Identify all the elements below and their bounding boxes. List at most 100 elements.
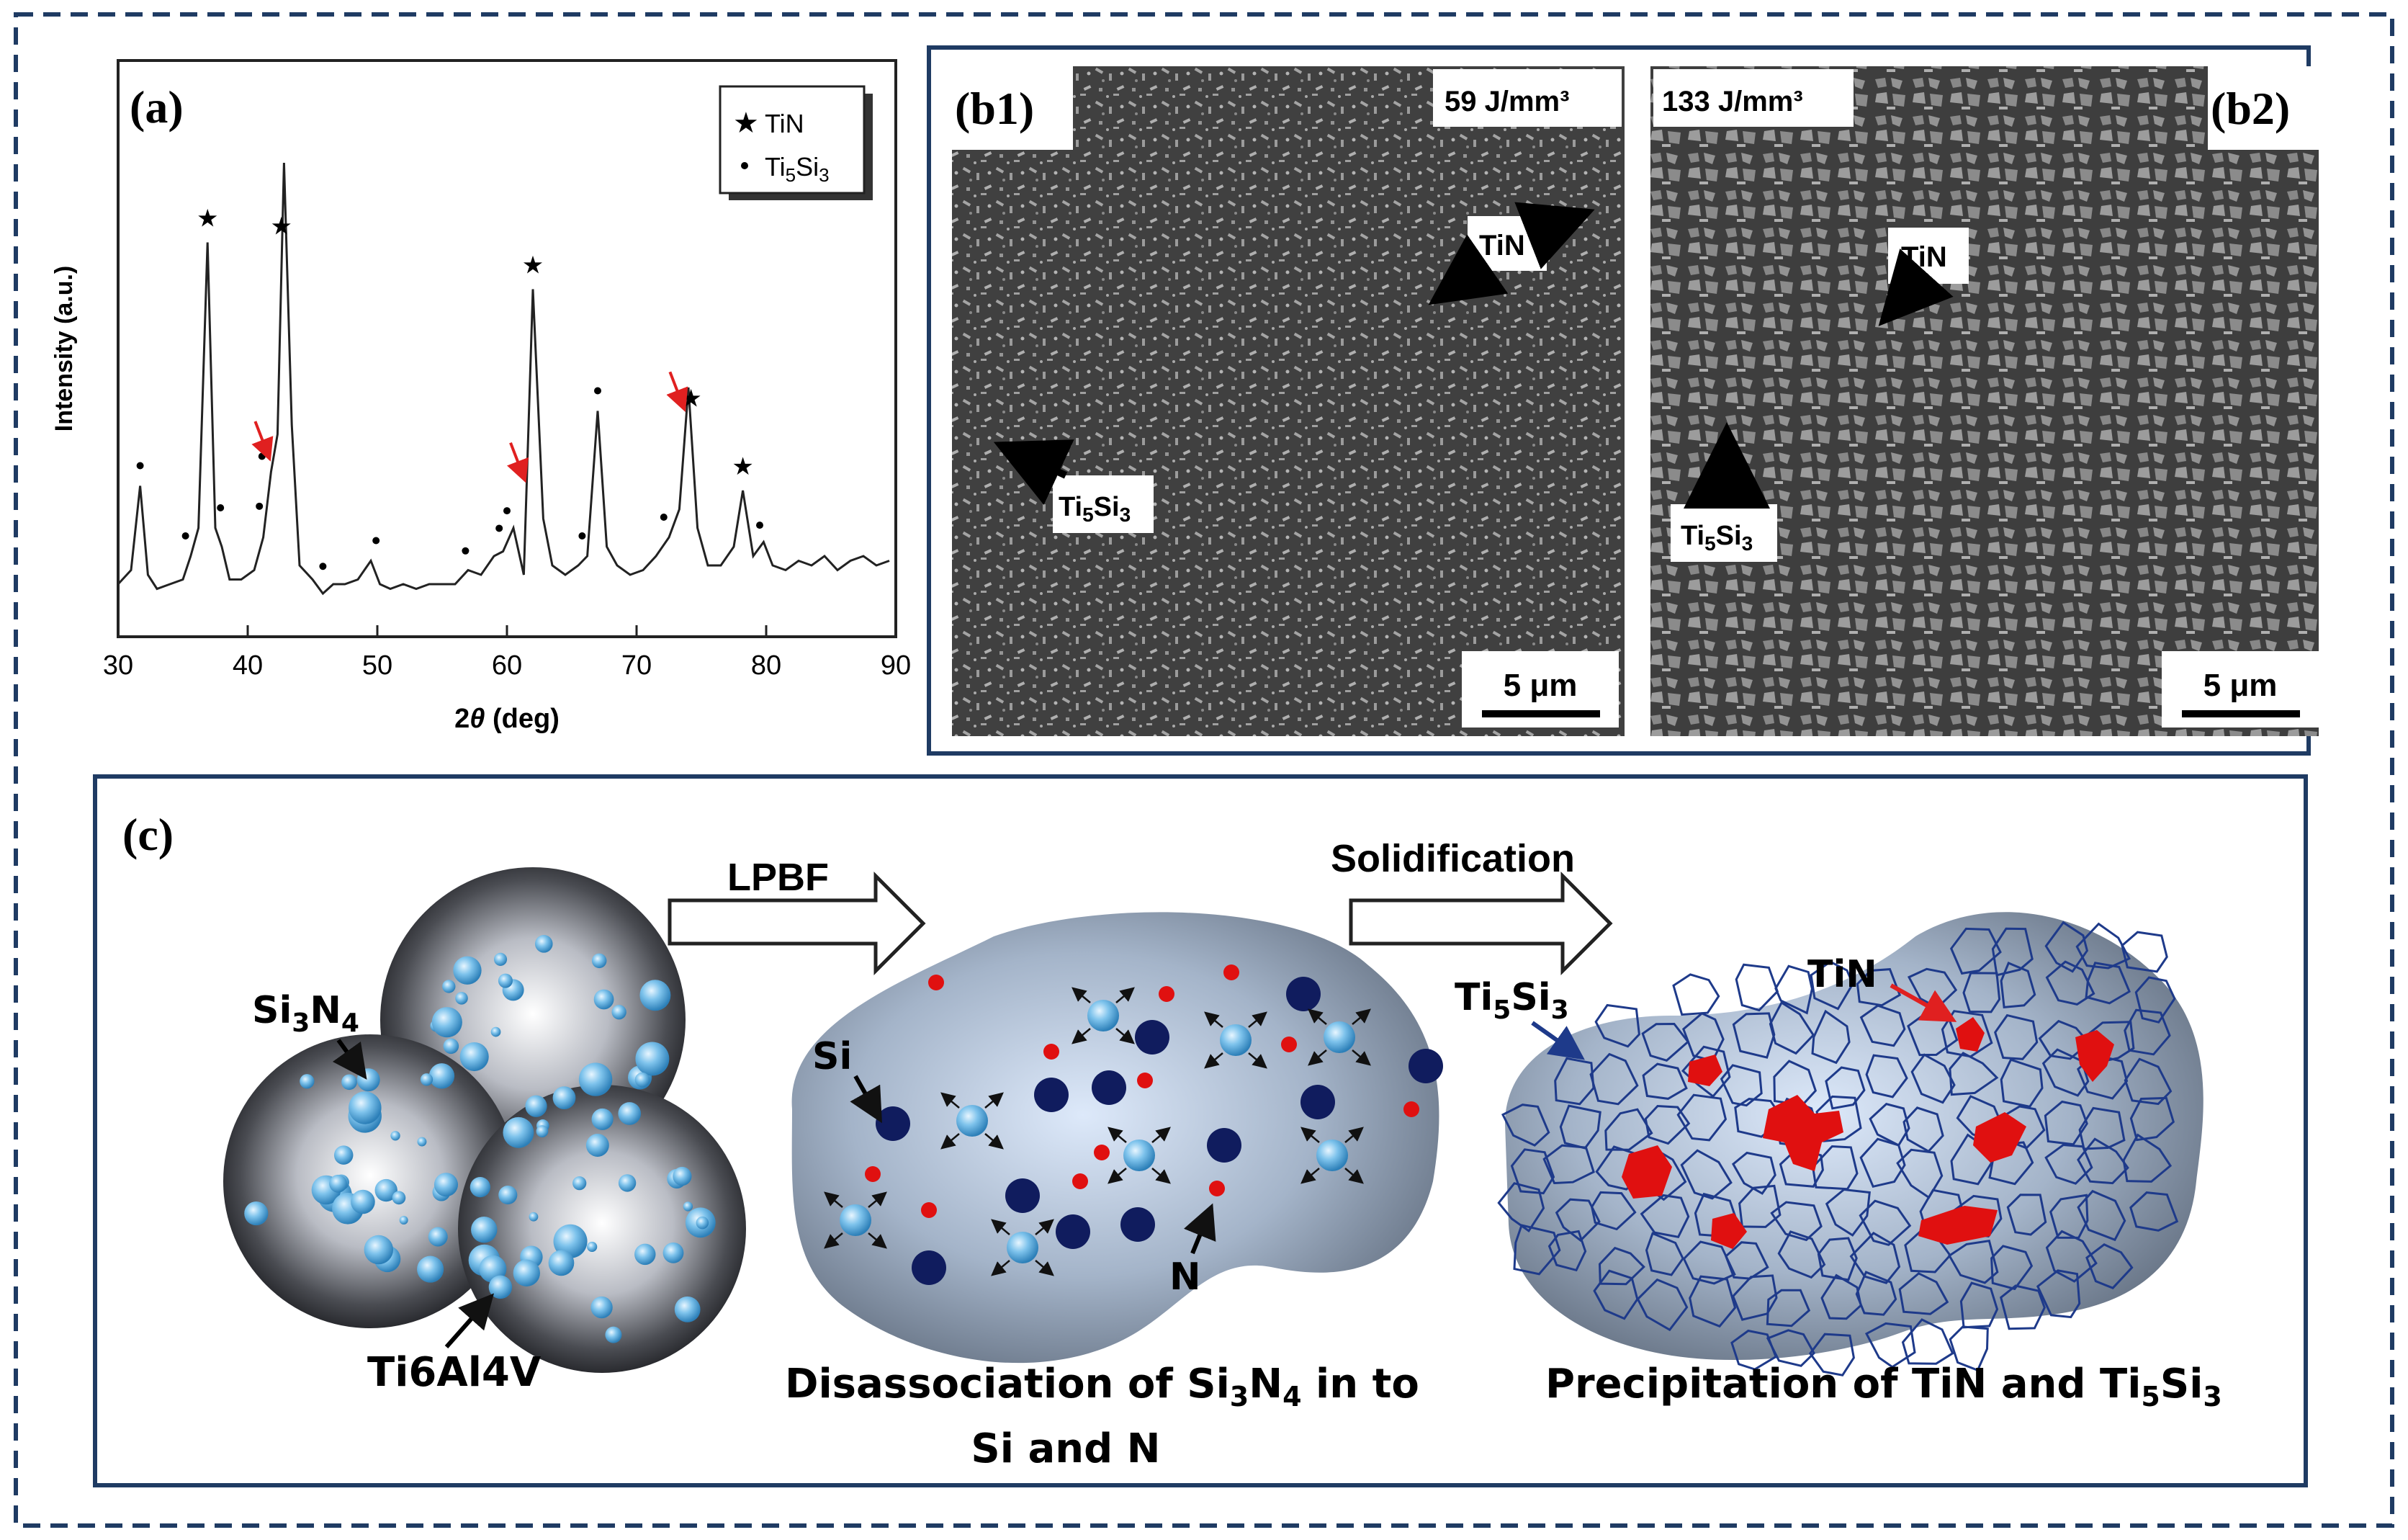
si-atom <box>1005 1178 1040 1213</box>
b2-energy-bg <box>1653 69 1854 127</box>
si3n4-particle <box>349 1091 382 1124</box>
grain-boundary <box>1949 1052 1999 1096</box>
panel-c-tag: (c) <box>122 809 174 860</box>
n-atom <box>1159 986 1174 1002</box>
panel-a-tag: (a) <box>130 81 184 133</box>
si3n4-particle <box>674 1296 701 1322</box>
grain-boundary <box>1820 1273 1862 1320</box>
grain-boundary <box>1949 927 2002 975</box>
dissociation-arrow <box>1151 1168 1171 1184</box>
dissociation-arrow <box>1035 1219 1054 1235</box>
grain-boundary <box>1990 1245 2034 1291</box>
ti5si3-peak-dot-icon <box>578 532 586 540</box>
tin-pointer <box>1890 983 1957 1022</box>
caption-right: Precipitation of TiN and Ti5Si3 <box>1545 1361 2222 1413</box>
si3n4-particle <box>618 1174 637 1192</box>
sem-image-b1: (b1) 59 J/mm³ TiN Ti5Si3 5 μm <box>952 66 1625 736</box>
grain-boundary <box>1501 1103 1550 1147</box>
si3n4-particle <box>548 1250 575 1276</box>
x-tick-label: 70 <box>621 650 652 681</box>
lpbf-arrow <box>668 871 926 976</box>
si3n4-particle <box>455 992 468 1005</box>
grain-boundary <box>2121 931 2168 973</box>
b1-scale-label: 5 μm <box>1504 668 1578 703</box>
si3n4-particle <box>572 1176 587 1191</box>
grain-boundary <box>2085 962 2131 1005</box>
si-atom <box>1207 1128 1241 1163</box>
solidified-structure: Ti5Si3 TiN <box>1455 912 2203 1376</box>
dissociation-arrow <box>1035 1260 1054 1276</box>
dissociation-arrow <box>1115 1028 1135 1044</box>
tin-peak-star-icon: ★ <box>522 252 544 279</box>
n-pointer <box>1183 1203 1216 1255</box>
si-atom <box>1409 1049 1443 1083</box>
si3n4-particle <box>498 973 513 988</box>
grain-boundary <box>2122 1133 2173 1183</box>
si-atom <box>1300 1085 1335 1119</box>
b1-tag: (b1) <box>955 83 1034 134</box>
si3n4-particle <box>392 1191 406 1205</box>
grain-boundary <box>2044 921 2089 973</box>
si3n4-particle <box>956 1105 988 1137</box>
dissociation-arrow <box>824 1232 843 1249</box>
panel-a: (a) ★ TiN Ti5Si3 30 40 50 60 70 80 90 2θ (deg)… <box>50 59 911 734</box>
si3n4-particle <box>639 980 671 1011</box>
dissociation-arrow <box>991 1219 1010 1235</box>
solidified-shape <box>1505 912 2203 1361</box>
si3n4-particle <box>536 1125 549 1137</box>
si3n4-particle <box>364 1235 394 1265</box>
dissociation-arrow <box>1248 1011 1267 1028</box>
si3n4-particle <box>662 1242 684 1263</box>
si3n4-particle <box>553 1224 588 1258</box>
grain-boundary <box>1604 1108 1653 1151</box>
tin-precipitate <box>1956 1017 1985 1052</box>
grain-boundary <box>2129 1096 2175 1142</box>
b2-tag-bg <box>2208 66 2320 150</box>
dissociation-arrow <box>1108 1168 1127 1184</box>
ti5si3-peak-dot-icon <box>660 514 668 521</box>
si-atom <box>1056 1214 1090 1249</box>
grain-boundary <box>1769 1000 1815 1055</box>
si3n4-particle <box>431 1007 462 1038</box>
n-atom <box>1223 964 1239 980</box>
grain-boundary <box>1766 1289 1811 1328</box>
si3n4-particle <box>351 1189 375 1214</box>
b2-scale-bar <box>2182 710 2300 717</box>
si3n4-particle <box>1087 1000 1119 1031</box>
si3n4-particle <box>578 1062 613 1096</box>
x-tick-label: 60 <box>492 650 522 681</box>
caption-mid-line2: Si and N <box>971 1425 1160 1472</box>
ti5si3-peak-dot-icon <box>756 521 763 529</box>
n-atom <box>1209 1181 1225 1196</box>
ti6al4v-label: Ti6Al4V <box>367 1349 542 1396</box>
dissociation-arrow <box>1204 1052 1223 1069</box>
si3n4-particle <box>329 1174 347 1193</box>
si3n4-particle <box>374 1178 397 1202</box>
dissociation-arrow <box>1344 1127 1364 1143</box>
tin-precipitate <box>1711 1213 1747 1249</box>
n-atom <box>1137 1073 1153 1088</box>
dissociation-arrow <box>1204 1011 1223 1028</box>
grain-boundary <box>1825 1188 1871 1237</box>
grain-boundary <box>1497 1182 1545 1233</box>
grain-boundary <box>2044 1100 2088 1146</box>
si-atom <box>876 1106 910 1141</box>
grain-boundary <box>1815 1095 1862 1142</box>
dissociation-arrow <box>1108 1127 1127 1143</box>
grain-boundary <box>1640 1194 1690 1238</box>
grain-boundary <box>2038 1019 2091 1060</box>
grain-boundary <box>1817 1237 1858 1281</box>
si3n4-particle <box>611 1004 626 1020</box>
si3n4-particle <box>493 952 508 966</box>
si3n4-particle <box>673 1166 692 1186</box>
grain-boundary <box>1738 1184 1782 1228</box>
dissociation-arrow <box>1248 1052 1267 1069</box>
dissociation-arrow <box>868 1191 887 1208</box>
dissociation-arrow <box>1300 1168 1320 1184</box>
si3n4-particle <box>428 1063 455 1089</box>
ti5si3-peak-dot-icon <box>256 502 264 510</box>
lpbf-label: LPBF <box>727 856 829 899</box>
si3n4-particle <box>244 1201 269 1226</box>
tin-peak-star-icon: ★ <box>197 205 218 233</box>
